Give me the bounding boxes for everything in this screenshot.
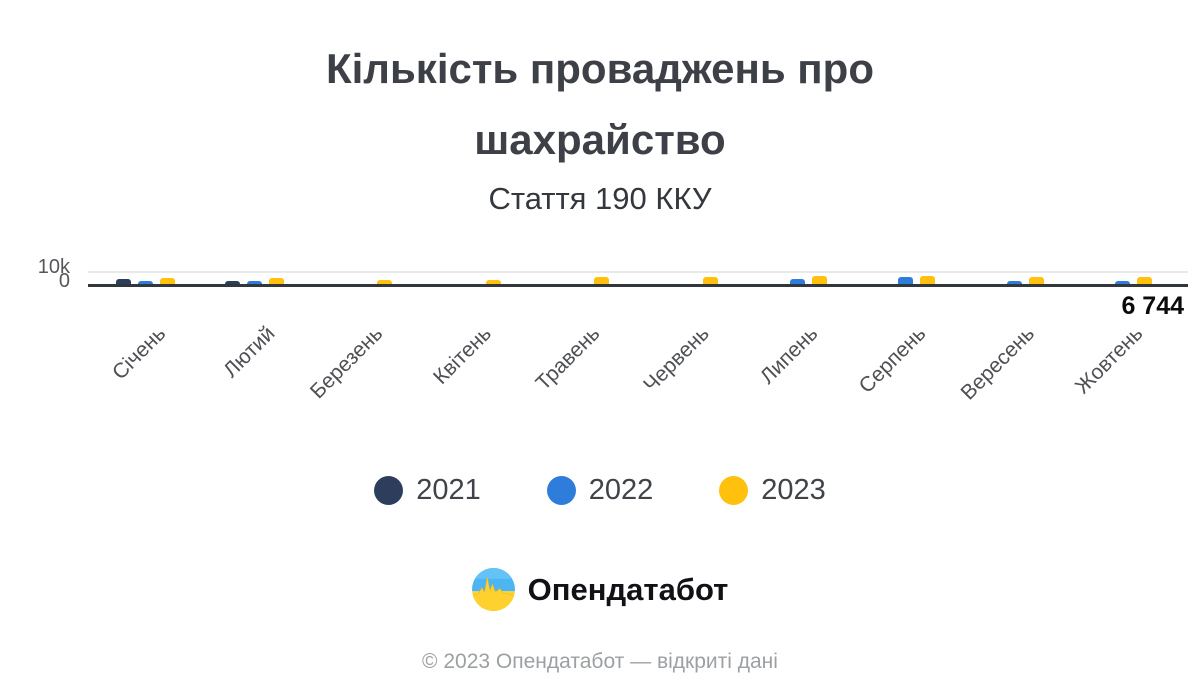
- bar-2023-січень: [160, 278, 175, 287]
- legend-item-2023: 2023: [719, 474, 826, 507]
- bar-2023-червень: [703, 277, 718, 287]
- x-axis-label-лютий: Лютий: [219, 322, 280, 383]
- chart-header: Кількість проваджень про шахрайство Стат…: [0, 34, 1200, 217]
- bar-2023-лютий: [269, 278, 284, 287]
- x-axis-label-квітень: Квітень: [429, 322, 497, 389]
- x-axis-label-вересень: Вересень: [956, 322, 1040, 405]
- y-axis-tick-10k: 10k: [37, 256, 70, 278]
- last-value-label: 6 744: [1121, 292, 1184, 320]
- chart-subtitle: Стаття 190 ККУ: [488, 181, 712, 217]
- x-axis-baseline: [88, 284, 1188, 287]
- legend-label-2022: 2022: [588, 474, 654, 506]
- x-axis-label-серпень: Серпень: [854, 322, 931, 398]
- x-axis-label-липень: Липень: [755, 322, 823, 389]
- chart-title: Кількість проваджень про шахрайство: [326, 45, 874, 163]
- y-axis-tick-0: 0: [58, 270, 70, 292]
- x-axis-label-травень: Травень: [531, 322, 605, 395]
- x-axis-label-січень: Січень: [108, 322, 171, 385]
- x-axis-label-жовтень: Жовтень: [1070, 322, 1148, 399]
- bar-2023-травень: [594, 277, 609, 287]
- copyright-footer: © 2023 Опендатабот — відкриті дані: [422, 650, 778, 673]
- opendatabot-logo-text: Опендатабот: [527, 571, 729, 607]
- legend-item-2022: 2022: [546, 474, 654, 507]
- x-axis-label-березень: Березень: [305, 322, 388, 404]
- fraud-proceedings-bar-chart: 10k 0 Січень Лютий Березень Квітень Травень Ч…: [0, 250, 1200, 430]
- bar-2023-жовтень: [1137, 277, 1152, 287]
- legend-dot-2021: [374, 476, 404, 505]
- gridline-10k: [88, 271, 1188, 273]
- bar-2022-липень: [790, 279, 805, 287]
- legend-label-2021: 2021: [416, 474, 481, 506]
- bar-2023-липень: [812, 276, 827, 287]
- legend-item-2021: 2021: [374, 474, 481, 507]
- x-axis-label-червень: Червень: [638, 322, 714, 397]
- opendatabot-logo-icon: [471, 568, 515, 611]
- bar-2022-серпень: [898, 277, 913, 287]
- chart-legend: 2021 2022 2023: [0, 474, 1200, 507]
- bar-2023-квітень: [486, 280, 501, 287]
- bar-2023-березень: [377, 280, 392, 287]
- legend-dot-2023: [719, 476, 749, 505]
- bar-2023-вересень: [1029, 277, 1044, 287]
- legend-dot-2022: [546, 476, 576, 505]
- bar-2021-січень: [116, 279, 131, 287]
- bar-2023-серпень: [920, 276, 935, 287]
- opendatabot-logo: Опендатабот: [0, 568, 1200, 611]
- legend-label-2023: 2023: [761, 474, 826, 506]
